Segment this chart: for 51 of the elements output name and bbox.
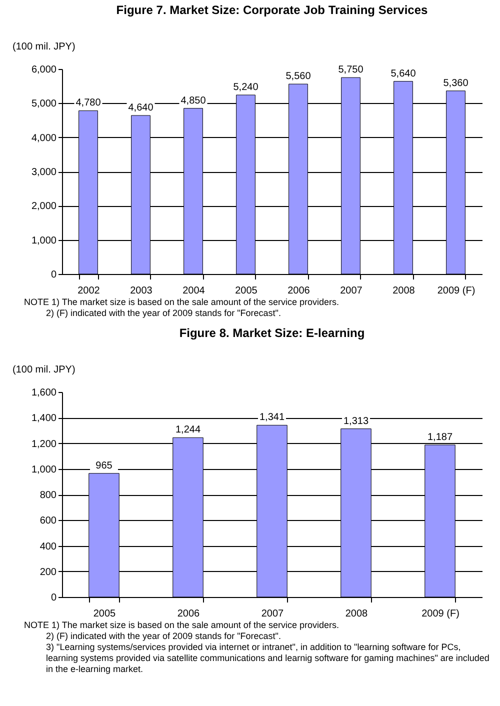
data-label: 4,780 [76, 98, 102, 109]
chart-title: Figure 8. Market Size: E-learning [179, 326, 365, 340]
y-tick-label: 400 [40, 541, 57, 552]
x-tick-label: 2004 [182, 286, 206, 296]
y-tick-label: 6,000 [31, 64, 57, 76]
text: NOTE 1) The market size is based on the sale amount of the service providers. [24, 620, 340, 631]
x-tick-label: 2005 [235, 286, 258, 296]
data-label: 1,341 [259, 412, 285, 424]
y-tick-label: 2,000 [31, 201, 57, 212]
data-label: 5,640 [390, 68, 416, 80]
chart-title: Figure 7. Market Size: Corporate Job Training Services [116, 3, 428, 17]
y-tick-label: 800 [40, 490, 57, 501]
y-tick-label: 200 [40, 566, 57, 578]
y-tick-label: 1,000 [31, 464, 57, 476]
y-tick-label: 5,000 [31, 98, 57, 110]
data-label: 1,244 [175, 424, 201, 436]
y-tick-label: 1,000 [31, 235, 57, 246]
x-tick-label: 2006 [177, 608, 200, 620]
x-tick-label: 2002 [78, 286, 100, 296]
y-tick-label: 0 [50, 592, 57, 604]
y-tick-label: 3,000 [31, 167, 57, 178]
data-label: 1,187 [427, 432, 453, 443]
data-label: 965 [96, 460, 113, 472]
x-tick-label: 2007 [340, 286, 363, 296]
x-tick-label: 2008 [345, 608, 368, 620]
x-tick-label: 2007 [261, 608, 284, 620]
data-label: 1,313 [343, 416, 369, 427]
text: 2) (F) indicated with the year of 2009 stands for "Forecast". [45, 308, 282, 319]
text: NOTE 1) The market size is based on the sale amount of the service providers. [24, 297, 340, 308]
y-axis-title: (100 mil. JPY) [12, 364, 76, 376]
x-tick-label: 2005 [93, 608, 116, 620]
x-tick-label: 2003 [130, 286, 153, 296]
text: 2) (F) indicated with the year of 2009 stands for "Forecast". [45, 631, 282, 642]
text: 3) "Learning systems/services provided via internet or intranet", in addition to "learning software for PCs, learning systems provided via satellite communications and learnig software for gaming machines" are included in the e-learning market. [45, 642, 490, 675]
x-tick-label: 2009 (F) [422, 608, 460, 620]
data-label: 5,560 [286, 71, 312, 82]
data-label: 4,640 [128, 102, 154, 114]
y-tick-label: 4,000 [31, 132, 57, 144]
y-tick-label: 1,200 [31, 438, 57, 450]
y-tick-label: 1,600 [31, 388, 57, 398]
x-tick-label: 2008 [392, 286, 416, 296]
x-tick-label: 2009 (F) [437, 286, 476, 296]
data-label: 5,240 [233, 82, 259, 93]
x-tick-label: 2006 [288, 286, 310, 296]
y-tick-label: 0 [50, 270, 57, 280]
data-label: 5,750 [338, 64, 364, 76]
y-tick-label: 1,400 [31, 413, 57, 424]
y-axis-title: (100 mil. JPY) [12, 42, 76, 52]
y-tick-label: 600 [40, 516, 57, 527]
data-label: 4,850 [180, 95, 206, 106]
data-label: 5,360 [443, 78, 469, 89]
